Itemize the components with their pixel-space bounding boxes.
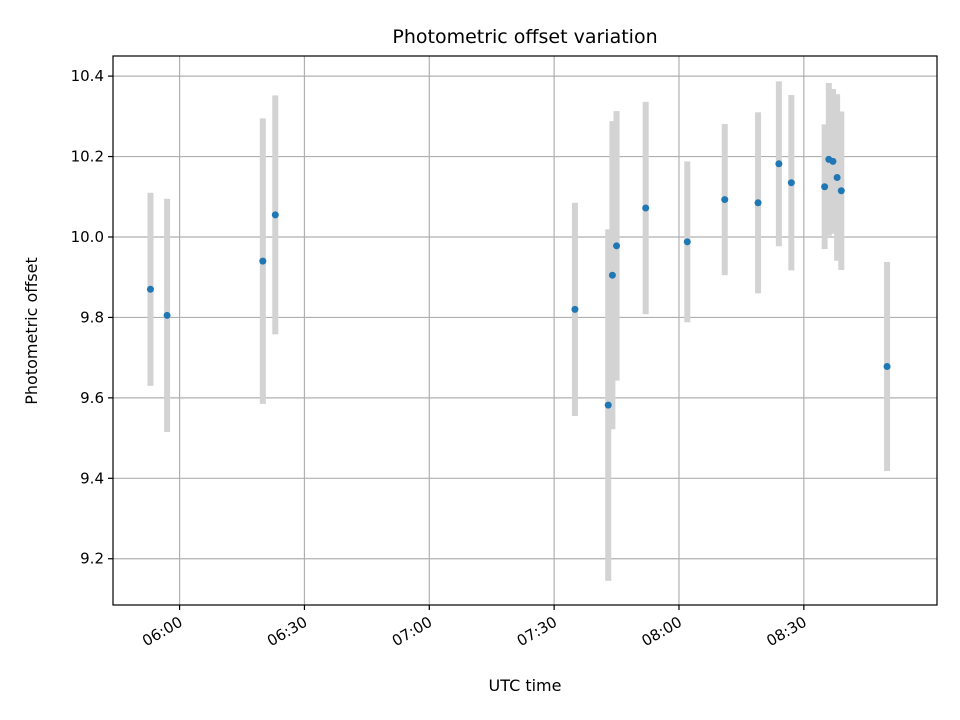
x-tick-label: 06:00: [139, 613, 185, 650]
data-point: [642, 204, 650, 212]
y-tick-label: 10.0: [71, 228, 104, 246]
plot-frame: [112, 55, 938, 606]
x-tick-label: 08:30: [763, 613, 809, 650]
data-point: [833, 173, 841, 181]
data-point: [604, 401, 612, 409]
data-point: [883, 362, 891, 370]
data-point: [259, 257, 267, 265]
data-point: [754, 199, 762, 207]
chart-title: Photometric offset variation: [392, 26, 657, 48]
data-point: [571, 305, 579, 313]
grid: [113, 56, 937, 605]
data-point: [683, 238, 691, 246]
y-tick-label: 10.2: [71, 148, 104, 166]
x-tick-label: 07:00: [389, 613, 435, 650]
x-axis: 06:00 06:30 07:00 07:30 08:00 08:30: [139, 605, 810, 650]
data-point: [829, 157, 837, 165]
data-point: [613, 242, 621, 250]
x-tick-label: 08:00: [639, 613, 685, 650]
data-point: [775, 160, 783, 168]
x-tick-label: 07:30: [514, 613, 560, 650]
x-axis-title: UTC time: [489, 676, 562, 695]
data-point: [146, 285, 154, 293]
data-point: [837, 187, 845, 195]
data-point: [608, 271, 616, 279]
data-point: [787, 179, 795, 187]
data-point: [163, 311, 171, 319]
y-tick-label: 9.4: [80, 469, 104, 487]
data-point: [821, 183, 829, 191]
data-point: [721, 196, 729, 204]
y-axis-title: Photometric offset: [22, 257, 41, 405]
y-tick-label: 9.6: [80, 389, 104, 407]
data-points: [146, 155, 891, 409]
y-tick-label: 10.4: [71, 67, 104, 85]
y-tick-label: 9.2: [80, 550, 104, 568]
y-tick-label: 9.8: [80, 308, 104, 326]
x-tick-label: 06:30: [264, 613, 310, 650]
data-point: [271, 211, 279, 219]
y-axis: 9.2 9.4 9.6 9.8 10.0 10.2 10.4: [71, 67, 113, 568]
